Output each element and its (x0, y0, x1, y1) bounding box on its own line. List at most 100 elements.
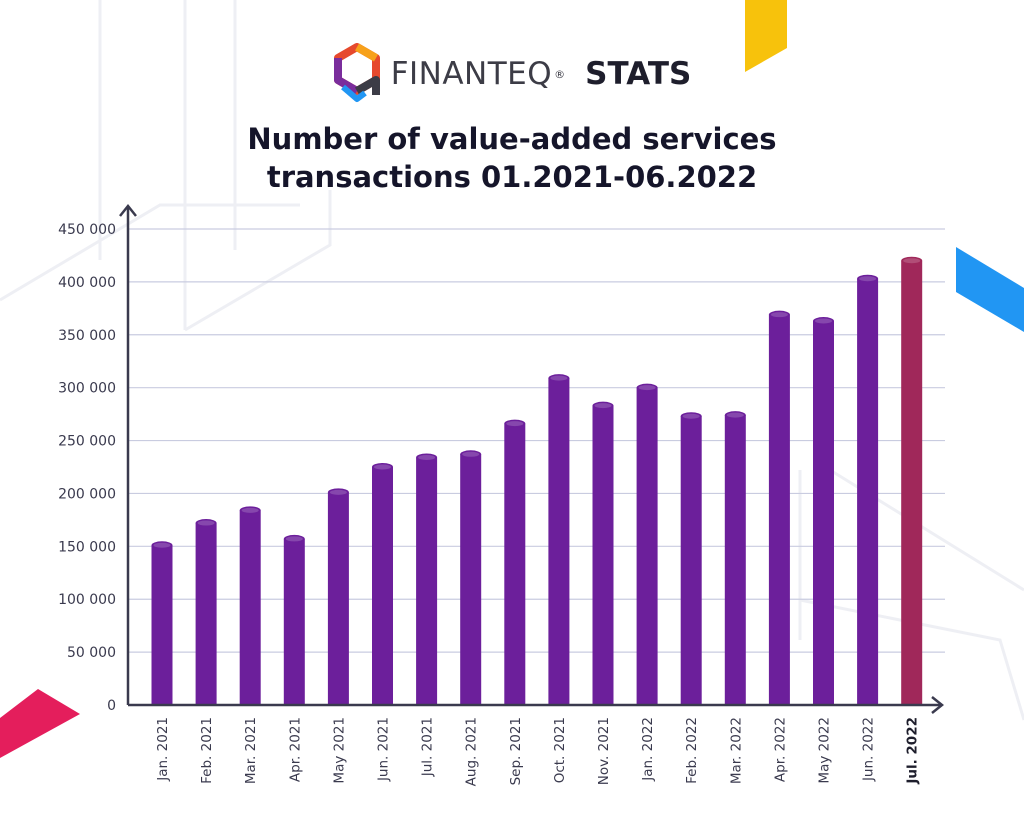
bar-cap (372, 463, 393, 471)
x-tick-label: Jul. 2022 (905, 717, 921, 785)
bar (548, 374, 570, 705)
bar-cap-highlight (374, 464, 391, 470)
bar-cap-highlight (506, 421, 524, 427)
bar-body (239, 510, 261, 705)
bar-cap (901, 256, 923, 265)
bar (768, 310, 790, 705)
bar-body (327, 492, 349, 705)
bar (724, 411, 746, 705)
bar-body (504, 423, 526, 705)
bar-body (592, 405, 614, 705)
bar-cap-highlight (770, 312, 788, 318)
x-tick-label: Jan. 2022 (640, 717, 656, 782)
bar-cap-highlight (462, 451, 480, 457)
bar-body (283, 538, 305, 705)
bar-body (724, 415, 746, 705)
y-tick-label: 0 (107, 698, 116, 714)
bar-cap-highlight (638, 385, 656, 391)
yellow-accent-shape (745, 0, 787, 72)
x-tick-label: Oct. 2021 (552, 717, 568, 783)
bar-body (768, 314, 790, 705)
chart-title-line: transactions 01.2021-06.2022 (266, 160, 758, 194)
x-tick-label: Jul. 2021 (420, 717, 436, 777)
bar-cap (768, 310, 790, 319)
brand-header: FINANTEQ ® STATS (0, 43, 1024, 104)
y-tick-label: 150 000 (58, 539, 116, 555)
x-tick-label: Mar. 2021 (243, 717, 259, 784)
bar-cap (857, 274, 879, 283)
chart-title: Number of value-added services transacti… (0, 120, 1024, 196)
bar-cap (327, 488, 349, 497)
axes (119, 203, 945, 714)
bar-cap (548, 374, 570, 383)
bar (857, 274, 879, 705)
bar-body (636, 387, 658, 705)
brand-name: FINANTEQ (390, 56, 553, 92)
y-tick-label: 200 000 (58, 486, 116, 502)
bar-body (548, 378, 570, 705)
bar-cap-highlight (594, 403, 612, 409)
bar-cap-highlight (418, 454, 436, 460)
x-axis-ticks: Jan. 2021 Feb. 2021 Mar. 2021 Apr. 2021 May … (155, 717, 921, 786)
bar-cap (416, 453, 438, 462)
y-tick-label: 450 000 (58, 222, 116, 238)
registered-mark: ® (554, 67, 566, 81)
bar-body (372, 467, 393, 705)
bar (592, 401, 614, 705)
y-tick-label: 300 000 (58, 381, 116, 397)
finanteq-hexagon-logo-icon (333, 43, 380, 102)
x-tick-label: Apr. 2022 (772, 717, 788, 782)
bar-body (857, 278, 879, 705)
bar-cap (460, 450, 482, 459)
bar-cap (636, 383, 658, 392)
bar-cap-highlight (241, 507, 259, 513)
x-tick-label: Aug. 2021 (464, 717, 480, 786)
bar-cap-highlight (726, 412, 744, 418)
bar-body (460, 454, 482, 705)
brand-suffix: STATS (585, 56, 692, 92)
bar (283, 534, 305, 705)
bar (327, 488, 349, 705)
bar-cap (592, 401, 614, 410)
bar-cap (504, 419, 526, 428)
bar-cap-highlight (682, 413, 700, 419)
bar-cap (724, 411, 746, 420)
x-tick-label: Jan. 2021 (155, 717, 171, 782)
bar (813, 317, 834, 705)
x-tick-label: Feb. 2021 (199, 717, 215, 784)
bar (416, 453, 438, 705)
bar-body (195, 523, 217, 705)
blue-accent-shape (956, 247, 1024, 332)
y-tick-label: 250 000 (58, 434, 116, 450)
bar-cap-highlight (859, 276, 877, 282)
chart-title-line: Number of value-added services (247, 122, 777, 156)
bar-body (813, 321, 834, 705)
bar-cap-highlight (197, 520, 215, 526)
bar-cap-highlight (903, 258, 921, 264)
decor-line (184, 190, 332, 332)
y-axis-arrow-icon (119, 203, 137, 217)
bar-cap-highlight (329, 489, 347, 495)
x-tick-label: May 2022 (817, 717, 833, 784)
gridlines (128, 228, 945, 653)
y-tick-label: 350 000 (58, 328, 116, 344)
bar (460, 450, 482, 705)
bar-cap-highlight (285, 536, 303, 542)
bar-cap-highlight (815, 318, 832, 324)
x-tick-label: Jun. 2021 (376, 717, 392, 782)
bar-cap-highlight (550, 375, 568, 381)
bar-cap (195, 519, 217, 528)
y-axis-ticks: 0 50 000 100 000 150 000 200 000 250 000 300 0… (58, 222, 116, 714)
x-tick-label: Jun. 2022 (861, 717, 877, 782)
y-tick-label: 100 000 (58, 592, 116, 608)
bar-cap-highlight (153, 542, 171, 548)
x-axis-arrow-icon (931, 696, 945, 714)
decor-line (0, 203, 300, 302)
bar (151, 541, 173, 705)
x-tick-label: Sep. 2021 (508, 717, 524, 785)
x-tick-label: May 2021 (331, 717, 347, 784)
bar (372, 463, 393, 705)
bar (901, 256, 923, 705)
bar-cap (813, 317, 834, 326)
